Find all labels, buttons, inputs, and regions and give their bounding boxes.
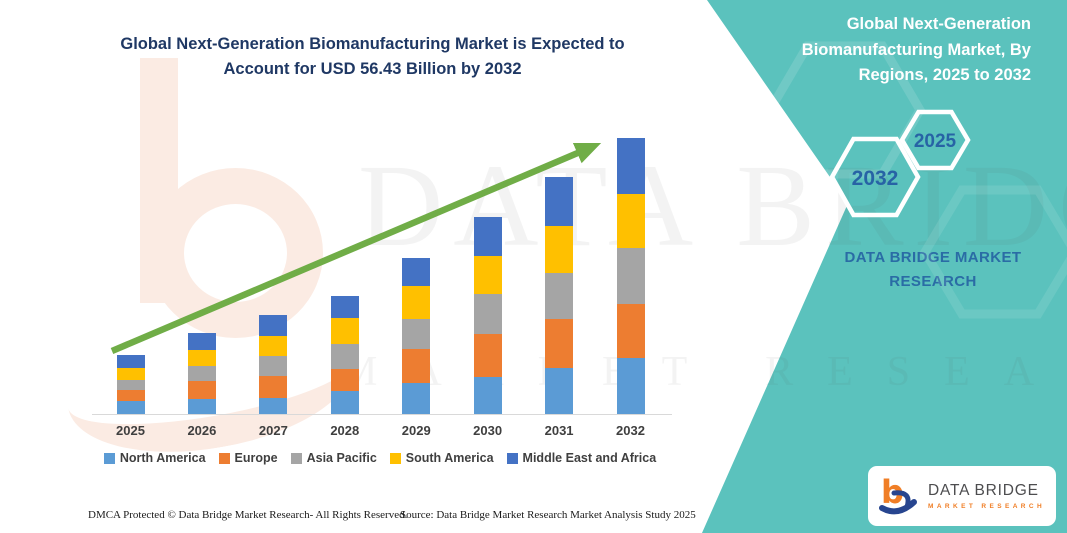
right-panel-title: Global Next-Generation Biomanufacturing … xyxy=(801,15,1031,85)
footer-copyright: DMCA Protected © Data Bridge Market Rese… xyxy=(88,509,408,521)
bar-segment-europe xyxy=(187,380,216,399)
x-axis-label-2032: 2032 xyxy=(616,423,645,438)
watermark-marketresearch-text: MARKET RESEARCH xyxy=(340,349,1067,395)
bar-segment-north-america xyxy=(330,391,359,414)
bar-segment-south-america xyxy=(116,368,145,381)
bar-segment-middle-east-and-africa xyxy=(616,138,645,195)
bar-segment-north-america xyxy=(187,398,216,414)
bar-segment-asia-pacific xyxy=(116,380,145,391)
bar-segment-europe xyxy=(545,319,574,368)
bar-segment-middle-east-and-africa xyxy=(402,257,431,287)
logo-name-text: DATA BRIDGE xyxy=(928,482,1039,499)
footer-source: Source: Data Bridge Market Research Mark… xyxy=(400,509,696,521)
chart-title: Global Next-Generation Biomanufacturing … xyxy=(120,35,625,78)
bar-segment-south-america xyxy=(330,318,359,345)
stacked-bar-2030 xyxy=(473,216,502,414)
legend-label: Asia Pacific xyxy=(306,451,377,465)
stacked-bar-2025 xyxy=(116,354,145,414)
legend-label: Middle East and Africa xyxy=(522,451,657,465)
x-axis-line xyxy=(92,414,672,415)
chart-legend: North America Europe Asia Pacific South Ame… xyxy=(80,451,680,465)
x-axis-label-2031: 2031 xyxy=(544,423,574,438)
bar-segment-middle-east-and-africa xyxy=(545,177,574,227)
legend-swatch-icon xyxy=(218,452,230,464)
logo-sub-text: MARKET RESEARCH xyxy=(928,503,1046,510)
bar-segment-south-america xyxy=(402,286,431,320)
bar-segment-europe xyxy=(259,375,288,398)
databridge-logo-icon: b xyxy=(879,475,917,515)
bar-segment-asia-pacific xyxy=(545,273,574,320)
bar-segment-europe xyxy=(473,333,502,377)
bar-segment-south-america xyxy=(616,194,645,248)
bar-segment-asia-pacific xyxy=(402,319,431,350)
x-axis-label-2030: 2030 xyxy=(473,423,503,438)
bar-segment-europe xyxy=(616,304,645,358)
bar-segment-south-america xyxy=(473,255,502,294)
legend-item-middle-east-and-africa: Middle East and Africa xyxy=(506,451,657,465)
stacked-bar-2032 xyxy=(616,138,645,414)
bar-segment-asia-pacific xyxy=(330,344,359,369)
bar-segment-asia-pacific xyxy=(473,293,502,334)
legend-swatch-icon xyxy=(290,452,302,464)
bar-segment-middle-east-and-africa xyxy=(473,216,502,256)
bar-segment-north-america xyxy=(402,383,431,414)
legend-label: North America xyxy=(119,451,206,465)
bar-segment-middle-east-and-africa xyxy=(116,354,145,369)
bar-segment-europe xyxy=(402,349,431,384)
legend-label: Europe xyxy=(234,451,278,465)
stacked-bar-2027 xyxy=(259,314,288,414)
bar-segment-south-america xyxy=(545,226,574,274)
legend-item-asia-pacific: Asia Pacific xyxy=(290,451,377,465)
bar-segment-middle-east-and-africa xyxy=(330,296,359,319)
x-axis-label-2027: 2027 xyxy=(258,423,288,438)
legend-item-europe: Europe xyxy=(218,451,278,465)
databridge-logo-card: b DATA BRIDGE MARKET RESEARCH xyxy=(868,466,1056,526)
stacked-bar-2028 xyxy=(330,296,359,414)
stacked-bar-2031 xyxy=(545,177,574,414)
plot-area xyxy=(92,120,672,415)
legend-swatch-icon xyxy=(506,452,518,464)
bar-segment-north-america xyxy=(473,376,502,414)
legend-item-north-america: North America xyxy=(103,451,206,465)
legend-swatch-icon xyxy=(103,452,115,464)
bar-segment-south-america xyxy=(259,335,288,356)
bar-segment-europe xyxy=(330,369,359,391)
x-axis-label-2026: 2026 xyxy=(187,423,217,438)
bar-segment-north-america xyxy=(545,368,574,414)
bar-segment-south-america xyxy=(187,350,216,366)
bar-segment-middle-east-and-africa xyxy=(259,314,288,336)
x-axis-label-2028: 2028 xyxy=(330,423,360,438)
legend-label: South America xyxy=(405,451,494,465)
x-axis-label-2029: 2029 xyxy=(401,423,431,438)
legend-item-south-america: South America xyxy=(389,451,494,465)
x-axis-label-2025: 2025 xyxy=(116,423,145,438)
stacked-bar-2026 xyxy=(187,333,216,414)
bar-segment-north-america xyxy=(616,357,645,414)
bar-segment-north-america xyxy=(116,400,145,414)
bar-segment-europe xyxy=(116,390,145,401)
brand-caption: DATA BRIDGE MARKET RESEARCH xyxy=(844,249,1022,290)
x-axis-labels: 2025 2026 2027 2028 2029 2030 2031 2032 xyxy=(92,423,672,441)
legend-swatch-icon xyxy=(389,452,401,464)
bar-segment-north-america xyxy=(259,397,288,414)
bar-segment-middle-east-and-africa xyxy=(187,333,216,351)
stacked-bar-2029 xyxy=(402,257,431,414)
bar-segment-asia-pacific xyxy=(187,365,216,381)
bar-segment-asia-pacific xyxy=(259,355,288,376)
bar-segment-asia-pacific xyxy=(616,247,645,305)
